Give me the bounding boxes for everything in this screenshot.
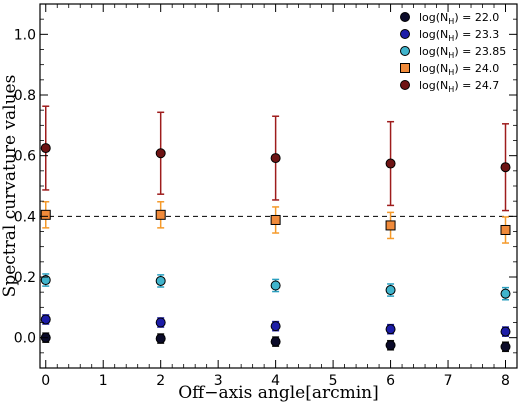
data-point xyxy=(40,209,51,220)
legend-entry-1: log(NH) = 23.3 xyxy=(400,28,499,43)
y-tick-label: 0.2 xyxy=(14,270,36,286)
data-point xyxy=(155,275,166,286)
data-point xyxy=(385,158,396,169)
data-point xyxy=(40,275,51,286)
data-point xyxy=(155,317,166,328)
legend-marker xyxy=(400,46,410,56)
series-3 xyxy=(40,201,511,244)
x-tick-label: 3 xyxy=(214,373,223,389)
x-tick-label: 0 xyxy=(41,373,50,389)
series-4 xyxy=(40,105,511,212)
data-point xyxy=(385,285,396,296)
data-point xyxy=(270,153,281,164)
series-0 xyxy=(40,332,511,353)
data-point xyxy=(385,324,396,335)
y-axis-label: Spectral curvature values xyxy=(0,75,20,298)
legend-entry-3: log(NH) = 24.0 xyxy=(400,62,499,77)
data-point xyxy=(500,288,511,299)
axes: 0 1 2 3 4 5 6 7 8 0.0 0.2 0.4 0.6 0.8 1.0 xyxy=(14,3,518,389)
x-axis-label: Off−axis angle[arcmin] xyxy=(178,383,379,403)
x-tick-label: 8 xyxy=(501,373,510,389)
legend-label: log(NH) = 23.3 xyxy=(419,28,499,43)
data-point xyxy=(270,321,281,332)
data-point xyxy=(155,333,166,344)
data-point xyxy=(385,340,396,351)
y-tick-label: 0.8 xyxy=(14,88,36,104)
series-2 xyxy=(40,273,511,301)
data-point xyxy=(500,326,511,337)
x-tick-label: 6 xyxy=(386,373,395,389)
legend-label: log(NH) = 24.7 xyxy=(419,79,499,94)
data-point xyxy=(500,341,511,352)
y-tick-label: 0.6 xyxy=(14,149,36,165)
data-point xyxy=(385,220,396,231)
y-tick-label: 0.0 xyxy=(14,331,36,347)
data-point xyxy=(500,162,511,173)
y-tick-label: 1.0 xyxy=(14,27,36,43)
x-tick-label: 7 xyxy=(444,373,453,389)
legend-label: log(NH) = 24.0 xyxy=(419,62,499,77)
legend: log(NH) = 22.0 log(NH) = 23.3 log(NH) = 23… xyxy=(400,11,506,94)
data-point xyxy=(270,214,281,225)
data-point xyxy=(155,209,166,220)
data-point xyxy=(270,280,281,291)
legend-entry-2: log(NH) = 23.85 xyxy=(400,45,506,60)
legend-label: log(NH) = 22.0 xyxy=(419,11,499,26)
series-1 xyxy=(40,314,511,337)
plot-marks xyxy=(40,105,517,353)
legend-entry-0: log(NH) = 22.0 xyxy=(400,11,499,26)
data-point xyxy=(40,314,51,325)
x-tick-label: 2 xyxy=(156,373,165,389)
data-point xyxy=(155,148,166,159)
x-tick-label: 4 xyxy=(271,373,280,389)
legend-marker xyxy=(400,29,410,39)
legend-marker xyxy=(400,12,410,22)
legend-label: log(NH) = 23.85 xyxy=(419,45,506,60)
legend-marker xyxy=(400,63,410,73)
data-point xyxy=(500,224,511,235)
x-tick-label: 5 xyxy=(329,373,338,389)
data-point xyxy=(40,143,51,154)
x-tick-label: 1 xyxy=(99,373,108,389)
data-point xyxy=(270,336,281,347)
legend-marker xyxy=(400,80,410,90)
legend-entry-4: log(NH) = 24.7 xyxy=(400,79,499,94)
y-tick-label: 0.4 xyxy=(14,209,36,225)
